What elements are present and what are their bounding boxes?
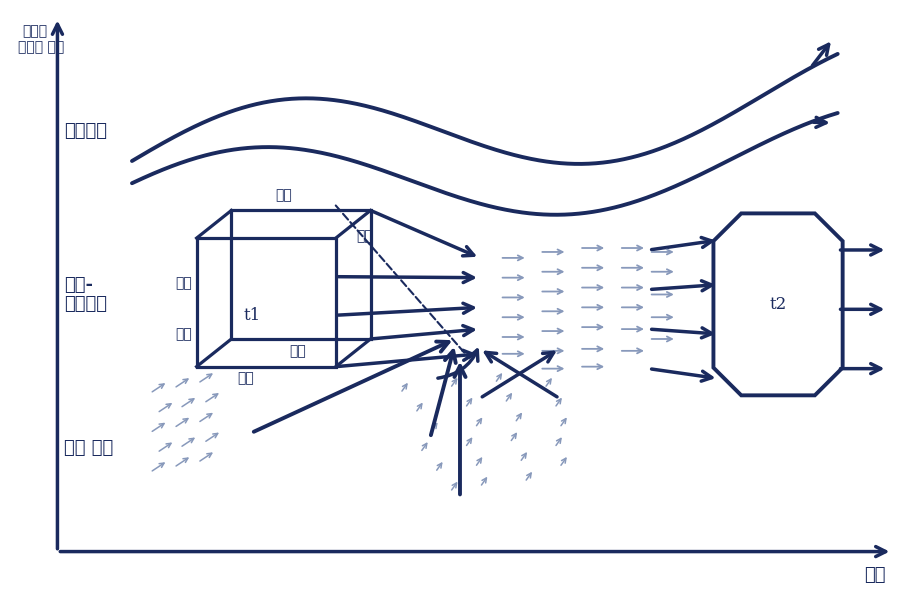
Text: 시장: 시장 xyxy=(275,188,292,202)
Text: t2: t2 xyxy=(770,296,787,313)
Text: 니치 수준: 니치 수준 xyxy=(64,439,113,457)
Text: 활동의: 활동의 xyxy=(23,24,48,38)
Text: 사회-: 사회- xyxy=(64,276,93,294)
Text: 과학: 과학 xyxy=(175,276,191,290)
Text: 기술: 기술 xyxy=(175,327,191,342)
Text: 문화: 문화 xyxy=(357,229,373,243)
Text: 기술레짘: 기술레짘 xyxy=(64,295,107,313)
Text: 환경변화: 환경변화 xyxy=(64,123,107,140)
Text: 구조화 정도: 구조화 정도 xyxy=(17,40,64,54)
Text: 시간: 시간 xyxy=(864,567,886,584)
Text: t1: t1 xyxy=(243,307,261,324)
Text: 정책: 정책 xyxy=(289,344,306,358)
Text: 산업: 산업 xyxy=(237,372,253,385)
